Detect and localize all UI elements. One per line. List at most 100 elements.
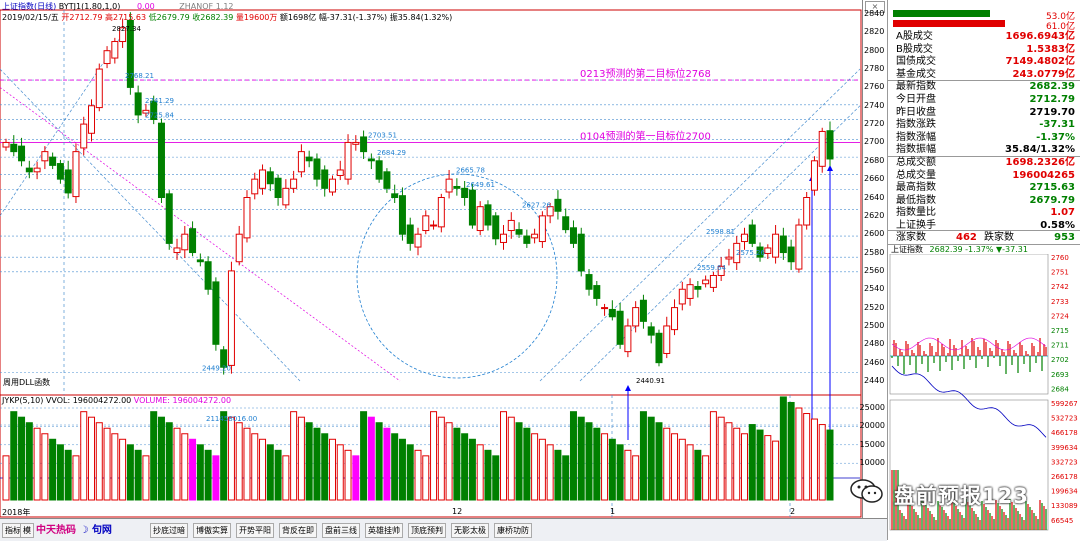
volume-bar xyxy=(608,438,616,501)
mini-tick-label: 2742 xyxy=(1051,283,1069,291)
x-year-label: 2018年 xyxy=(2,508,31,517)
volume-bar xyxy=(810,418,818,501)
candle-down xyxy=(64,169,72,194)
mini-vol-tick-label: 332723 xyxy=(1051,458,1078,466)
volume-bar xyxy=(414,449,422,501)
volume-bar xyxy=(181,433,189,501)
high-label: 高 xyxy=(105,13,113,22)
volume-bar xyxy=(461,433,469,501)
volume-bar xyxy=(569,411,577,501)
volume-bar xyxy=(305,422,313,501)
volume-bar xyxy=(49,438,57,501)
volume-bar xyxy=(220,411,228,501)
candle-down xyxy=(655,332,663,364)
price-label-2703: 2703.51 xyxy=(368,132,397,140)
divider xyxy=(888,80,1080,82)
bar-green xyxy=(893,10,990,17)
toolbar-item[interactable]: 抄底过暗 xyxy=(150,523,188,538)
volume-bar xyxy=(235,422,243,501)
candle-up xyxy=(531,233,539,239)
mini-tick-label: 2693 xyxy=(1051,371,1069,379)
quote-row-label: 国债成交 xyxy=(896,56,936,68)
candle-down xyxy=(461,187,469,198)
ohlc-line: 2019/02/15/五 开2712.79 高2715.63 低2679.79 … xyxy=(2,12,452,23)
candle-down xyxy=(274,177,282,198)
candle-up xyxy=(671,307,679,331)
candle-up xyxy=(181,233,189,251)
mini-tick-label: 2684 xyxy=(1051,385,1069,393)
candle-up xyxy=(624,325,632,353)
volume-bar xyxy=(702,455,710,501)
candle-down xyxy=(266,171,274,185)
candle-down xyxy=(56,163,64,180)
toolbar-item[interactable]: 开势平阳 xyxy=(236,523,274,538)
candle-down xyxy=(10,143,18,153)
volume-tick-label: 10000 xyxy=(859,458,885,468)
intraday-mini-chart[interactable]: 2760 2751 2742 2733 2724 2715 2711 2702 2693 2684… xyxy=(888,254,1080,540)
volume-bar xyxy=(2,455,10,501)
toolbar-item[interactable]: 英雄挂帅 xyxy=(365,523,403,538)
kline-chart[interactable]: 0213预测的第二目标位2768 0104预测的第一目标位2700 2827.34 2… xyxy=(0,0,862,518)
candle-up xyxy=(445,178,453,193)
kline-chart-area[interactable]: 0213预测的第二目标位2768 0104预测的第一目标位2700 2827.34 2… xyxy=(0,0,862,518)
candle-down xyxy=(321,169,329,189)
turnover-value: 1698亿 xyxy=(287,13,317,22)
quote-row: 国债成交 7149.4802亿 xyxy=(888,56,1080,68)
price-tick-label: 2640 xyxy=(864,192,885,202)
toolbar-item[interactable]: 顶底预判 xyxy=(408,523,446,538)
quote-row: 上证换手 0.58% xyxy=(888,220,1080,232)
price-label-2440: 2440.91 xyxy=(636,377,665,385)
candle-up xyxy=(546,206,554,217)
candle-up xyxy=(803,197,811,226)
candle-down xyxy=(593,285,601,299)
toolbar-item[interactable]: 康桥功防 xyxy=(494,523,532,538)
trend-line xyxy=(539,68,861,382)
toolbar-item[interactable]: 博傲实算 xyxy=(193,523,231,538)
volume-bar xyxy=(344,449,352,501)
candle-up xyxy=(235,233,243,263)
quote-row-value: -1.37% xyxy=(1036,131,1075,143)
toolbar-item[interactable]: 指标 xyxy=(2,523,24,538)
candle-up xyxy=(414,233,422,248)
quote-row-value: 196004265 xyxy=(1012,169,1075,181)
candle-down xyxy=(515,229,523,235)
volume-bar xyxy=(360,411,368,501)
mini-vol-tick-label: 399634 xyxy=(1051,444,1078,452)
divider xyxy=(888,156,1080,157)
bottom-toolbar: 中天热码 ☽ 句网 指标模 抄底过暗 博傲实算 开势平阳 背反在即 盘前三线 英雄挂帅 顶底预… xyxy=(0,518,887,541)
toolbar-item[interactable]: 背反在即 xyxy=(279,523,317,538)
candle-up xyxy=(476,206,484,232)
volume-bar xyxy=(795,407,803,501)
volume-bar xyxy=(33,427,41,501)
price-tick-label: 2700 xyxy=(864,137,885,147)
toolbar-item[interactable]: 盘前三线 xyxy=(322,523,360,538)
toolbar-item[interactable]: 无影太极 xyxy=(451,523,489,538)
price-tick-label: 2620 xyxy=(864,210,885,220)
candle-down xyxy=(398,195,406,235)
candle-up xyxy=(538,215,546,243)
candle-down xyxy=(492,215,500,240)
volume-header: JYKP(5,10) VVOL: 196004272.00 VOLUME: 19… xyxy=(2,396,231,405)
mini-price-line xyxy=(891,365,1047,438)
indicator2-name: ZHANOF xyxy=(179,2,214,11)
candle-up xyxy=(88,105,96,134)
mini-tick-label: 2724 xyxy=(1051,312,1069,320)
quote-row: A股成交 1696.6943亿 xyxy=(888,31,1080,43)
indicator-value: 0.00 xyxy=(136,2,155,11)
volume-bar xyxy=(663,427,671,501)
toolbar-item[interactable]: 模 xyxy=(20,523,34,538)
quote-row: 总成交额 1698.2326亿 xyxy=(888,157,1080,169)
candle-down xyxy=(779,235,787,254)
quote-panel: 53.0亿 61.0亿 A股成交 1696.6943亿 B股成交 1.5383亿 国债成… xyxy=(887,0,1080,540)
price-tick-label: 2680 xyxy=(864,155,885,165)
volume-bar xyxy=(601,433,609,501)
high-value: 2715.63 xyxy=(113,13,147,22)
close-chart-button[interactable]: × xyxy=(865,1,885,13)
volume-bar xyxy=(647,416,655,501)
quote-row: 总成交量 196004265 xyxy=(888,170,1080,182)
volume-bar xyxy=(678,438,686,501)
volume-bar xyxy=(41,433,49,501)
candle-down xyxy=(748,224,756,244)
trend-line-magenta xyxy=(0,87,401,382)
volume-bar xyxy=(492,455,500,501)
